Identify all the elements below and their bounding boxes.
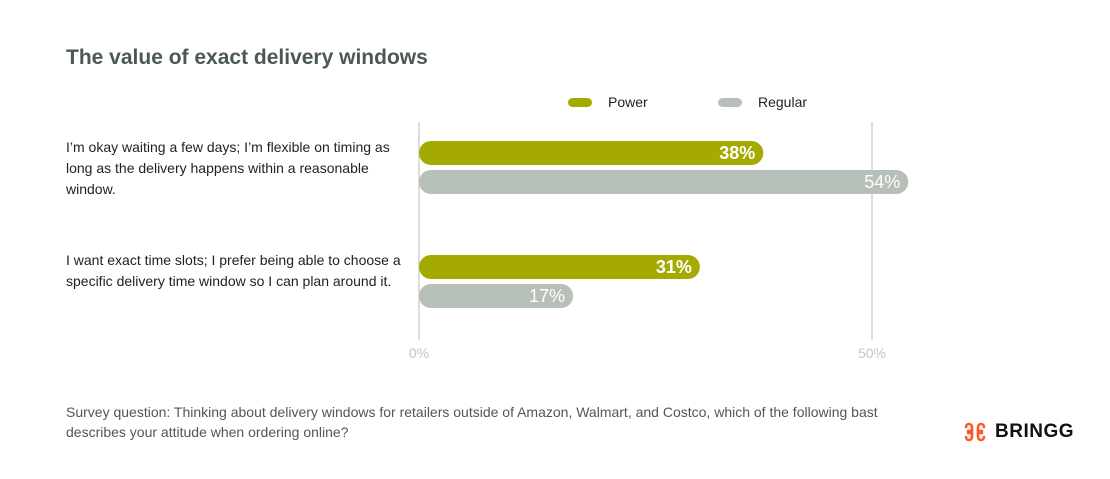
footnote: Survey question: Thinking about delivery… xyxy=(66,404,878,440)
category-label-1: I’m okay waiting a few days; I’m flexibl… xyxy=(66,139,390,197)
data-label: 31% xyxy=(656,257,692,277)
bar-power xyxy=(419,255,700,279)
tick-label: 50% xyxy=(858,345,886,361)
legend-swatch-power xyxy=(568,97,592,107)
bringg-logo-text: BRINGG xyxy=(995,421,1074,442)
legend-item-regular: Regular xyxy=(718,94,807,110)
bar-regular xyxy=(419,170,909,194)
legend-label-power: Power xyxy=(608,94,648,110)
data-label: 38% xyxy=(719,143,755,163)
category-label-2: I want exact time slots; I prefer being … xyxy=(66,252,401,289)
bringg-logo: BRINGG xyxy=(963,421,1074,443)
bar-regular xyxy=(419,284,574,308)
bar-power xyxy=(419,141,764,165)
data-label: 54% xyxy=(864,172,900,192)
legend-item-power: Power xyxy=(568,94,648,110)
tick-label: 0% xyxy=(409,345,429,361)
legend-swatch-regular xyxy=(718,97,742,107)
data-label: 17% xyxy=(529,286,565,306)
chart-title: The value of exact delivery windows xyxy=(66,46,428,69)
bringg-logo-icon xyxy=(964,422,986,442)
legend-label-regular: Regular xyxy=(758,94,808,110)
